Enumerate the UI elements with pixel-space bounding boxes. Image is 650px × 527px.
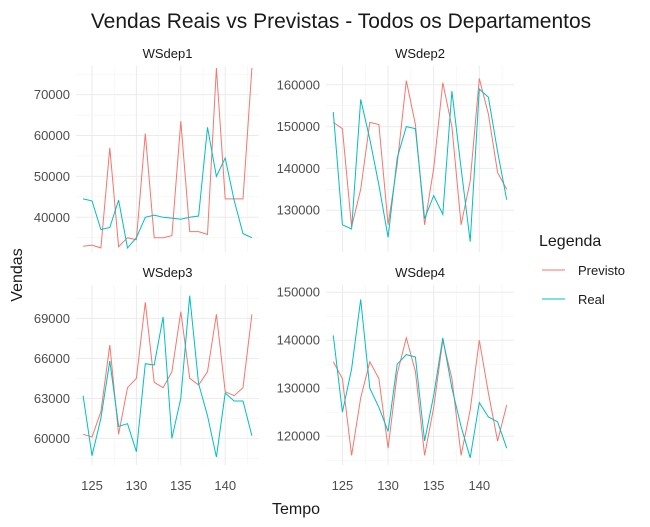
- y-tick-label: 160000: [277, 77, 320, 92]
- facet-strip-label: WSdep2: [395, 46, 445, 61]
- facet-strip-label: WSdep3: [143, 265, 193, 280]
- y-axis-label: Vendas: [9, 248, 26, 301]
- legend: Legenda Previsto Real: [539, 233, 625, 307]
- y-tick-label: 140000: [277, 333, 320, 348]
- x-tick-label: 130: [126, 478, 148, 493]
- y-tick-label: 130000: [277, 381, 320, 396]
- x-tick-label: 125: [81, 478, 103, 493]
- y-tick-label: 50000: [34, 169, 70, 184]
- legend-label-real: Real: [578, 292, 605, 307]
- facet-panel-wsdep3: WSdep3 60000 63000 66000 69000 125 130 135 140: [34, 265, 259, 493]
- x-tick-label: 130: [377, 478, 399, 493]
- series-line-previsto: [332, 335, 508, 456]
- facet-panel-wsdep1: WSdep1 40000 50000 60000 70000: [34, 46, 259, 252]
- y-tick-label: 60000: [34, 128, 70, 143]
- y-tick-label: 150000: [277, 119, 320, 134]
- y-tick-label: 60000: [34, 431, 70, 446]
- legend-label-previsto: Previsto: [578, 263, 625, 278]
- facet-strip-label: WSdep1: [143, 46, 193, 61]
- facet-panels: WSdep1 40000 50000 60000 70000 WSdep2 130000 14…: [34, 46, 514, 493]
- series-line-previsto: [333, 78, 508, 228]
- x-tick-label: 140: [214, 478, 236, 493]
- facet-strip-label: WSdep4: [395, 265, 445, 280]
- y-tick-label: 120000: [277, 429, 320, 444]
- y-tick-label: 69000: [34, 311, 70, 326]
- series-line-real: [82, 295, 253, 458]
- x-tick-label: 135: [170, 478, 192, 493]
- y-tick-label: 40000: [34, 210, 70, 225]
- y-tick-label: 150000: [277, 285, 320, 300]
- series-line-real: [332, 299, 508, 458]
- chart-title: Vendas Reais vs Previstas - Todos os Dep…: [91, 10, 591, 33]
- series-line-previsto: [83, 67, 253, 249]
- series-line-real: [332, 87, 508, 242]
- facet-panel-wsdep2: WSdep2 130000 140000 150000 160000: [277, 46, 514, 252]
- x-tick-label: 140: [468, 478, 490, 493]
- facet-panel-wsdep4: WSdep4 120000 130000 140000 150000 125 130 135 1…: [277, 265, 514, 493]
- y-tick-label: 140000: [277, 161, 320, 176]
- x-tick-label: 135: [423, 478, 445, 493]
- series-line-real: [82, 127, 253, 250]
- y-tick-label: 66000: [34, 351, 70, 366]
- legend-title: Legenda: [539, 233, 601, 250]
- y-tick-label: 63000: [34, 391, 70, 406]
- x-tick-label: 125: [332, 478, 354, 493]
- y-tick-label: 70000: [34, 87, 70, 102]
- x-axis-label: Tempo: [272, 501, 320, 518]
- y-tick-label: 130000: [277, 203, 320, 218]
